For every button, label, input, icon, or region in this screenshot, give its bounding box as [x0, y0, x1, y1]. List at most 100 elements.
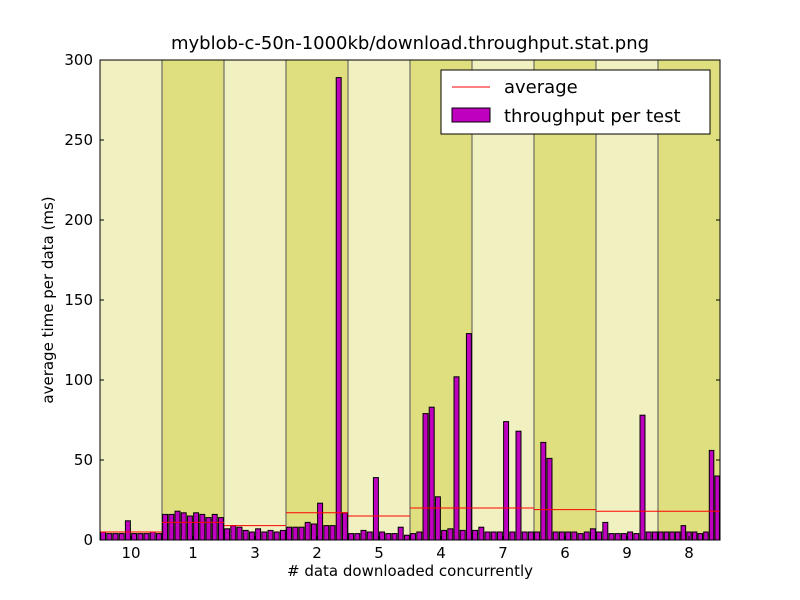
- bar: [279, 529, 286, 541]
- bar: [255, 528, 262, 541]
- bar: [465, 333, 472, 541]
- bar: [106, 533, 113, 541]
- bar: [180, 512, 187, 541]
- bar: [472, 529, 479, 541]
- bar: [372, 477, 379, 541]
- bar: [317, 502, 324, 541]
- bar: [453, 376, 460, 541]
- x-tick-label: 10: [121, 544, 140, 562]
- bar: [143, 533, 150, 541]
- y-tick-label: 0: [83, 531, 93, 549]
- bar: [341, 512, 348, 541]
- bar: [663, 531, 670, 541]
- legend: average throughput per test: [440, 69, 711, 135]
- bar: [174, 510, 181, 541]
- bar: [633, 533, 640, 541]
- bar: [596, 531, 603, 541]
- x-tick-label: 8: [684, 544, 694, 562]
- x-tick-label: 1: [188, 544, 198, 562]
- bar: [583, 531, 590, 541]
- bar: [627, 531, 634, 541]
- bar: [397, 526, 404, 541]
- bar: [323, 525, 330, 541]
- bar: [691, 531, 698, 541]
- bar: [620, 533, 627, 541]
- x-tick-label: 2: [312, 544, 322, 562]
- group-bands: [99, 59, 721, 541]
- x-tick-label: 9: [622, 544, 632, 562]
- x-tick-label: 5: [374, 544, 384, 562]
- bar: [703, 531, 709, 541]
- bar: [193, 512, 200, 541]
- bar: [248, 531, 255, 541]
- bar: [441, 529, 448, 541]
- bar: [577, 533, 584, 541]
- bar: [100, 531, 107, 541]
- bars: [100, 77, 720, 541]
- bar: [385, 533, 392, 541]
- bar: [552, 531, 559, 541]
- bar: [186, 515, 193, 541]
- group-band: [409, 59, 473, 541]
- bar: [527, 531, 534, 541]
- legend-average-label: average: [504, 77, 578, 98]
- legend-box: [440, 69, 711, 135]
- group-band: [347, 59, 411, 541]
- bar: [490, 531, 497, 541]
- x-tick-label: 4: [436, 544, 446, 562]
- bar: [714, 475, 720, 541]
- bar: [602, 521, 609, 541]
- bar: [503, 421, 510, 541]
- bar: [366, 531, 373, 541]
- bar: [162, 513, 169, 541]
- bar: [298, 526, 305, 541]
- bar: [410, 533, 417, 541]
- y-tick-label: 250: [64, 131, 93, 149]
- bar: [651, 531, 658, 541]
- group-band: [223, 59, 287, 541]
- bar: [540, 441, 547, 541]
- bar: [118, 533, 125, 541]
- bar: [658, 531, 664, 541]
- bar: [534, 531, 541, 541]
- chart-title: myblob-c-50n-1000kb/download.throughput.…: [171, 33, 649, 54]
- bar: [224, 528, 231, 541]
- bar: [230, 525, 237, 541]
- bar: [112, 533, 119, 541]
- bar: [447, 528, 454, 541]
- bar: [428, 406, 435, 541]
- bar: [708, 449, 715, 541]
- x-tick-label: 7: [498, 544, 508, 562]
- bar: [565, 531, 572, 541]
- bar: [680, 525, 687, 541]
- bar: [273, 531, 280, 541]
- bar: [546, 457, 553, 541]
- bar: [354, 533, 361, 541]
- bar: [558, 531, 565, 541]
- bar: [242, 529, 249, 541]
- bar: [416, 531, 423, 541]
- bar: [267, 529, 274, 541]
- bar: [168, 513, 175, 541]
- bar: [261, 531, 268, 541]
- x-axis-label: # data downloaded concurrently: [287, 562, 533, 580]
- y-tick-label: 300: [64, 51, 93, 69]
- bar: [589, 528, 596, 541]
- bar: [614, 533, 621, 541]
- bar: [149, 531, 156, 541]
- y-axis-label: average time per data (ms): [39, 196, 57, 403]
- bar: [360, 529, 367, 541]
- bar: [124, 520, 131, 541]
- legend-throughput-swatch: [451, 107, 491, 123]
- bar: [639, 414, 646, 541]
- bar: [403, 534, 410, 541]
- bar: [236, 526, 243, 541]
- bar: [131, 533, 138, 541]
- bar: [304, 521, 311, 541]
- y-tick-label: 100: [64, 371, 93, 389]
- x-axis: 10 1 3 2 5 4 7 6 9 8: [121, 536, 694, 562]
- bar: [515, 430, 522, 541]
- bar: [379, 531, 386, 541]
- y-tick-label: 150: [64, 291, 93, 309]
